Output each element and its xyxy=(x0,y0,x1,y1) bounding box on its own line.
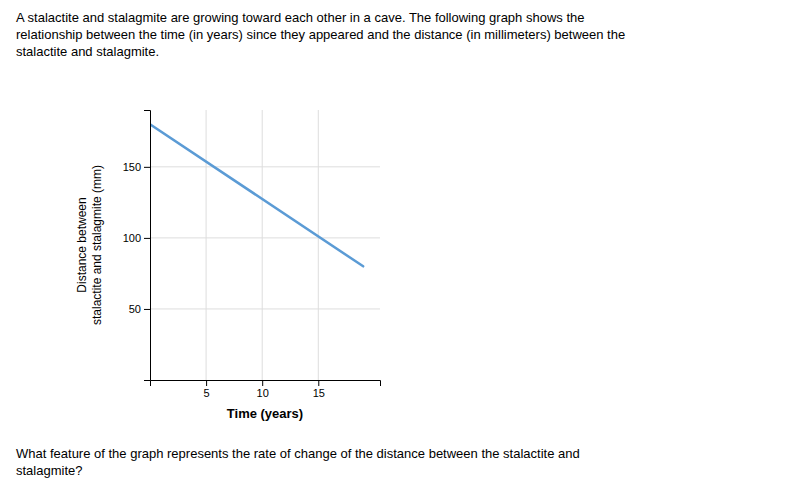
tick-label: 10 xyxy=(257,387,269,399)
tick: 10 xyxy=(257,380,269,399)
tick-mark xyxy=(144,309,150,310)
grid xyxy=(150,110,380,380)
grid-line xyxy=(150,166,380,167)
tick-mark xyxy=(262,380,263,386)
title: A stalactite and stalagmite are growing … xyxy=(16,10,625,59)
tick-label: 5 xyxy=(204,387,210,399)
line xyxy=(150,124,363,266)
grid-line xyxy=(206,110,207,380)
grid-line xyxy=(150,308,380,309)
axis-line xyxy=(151,381,381,387)
chart: A stalactite and stalagmite are growing … xyxy=(0,0,800,497)
tick: 5 xyxy=(204,380,210,399)
tick-mark xyxy=(144,238,150,239)
tick-mark xyxy=(206,380,207,386)
tick-label: 50 xyxy=(129,303,141,315)
tick: 50 xyxy=(129,303,150,315)
grid-line xyxy=(262,110,263,380)
marks xyxy=(150,124,363,266)
grid-line xyxy=(318,110,319,380)
tick-label: 15 xyxy=(313,387,325,399)
x-axis-label: Time (years) xyxy=(227,406,303,421)
tick-label: 150 xyxy=(123,161,141,173)
y-axis: 50 100 150 xyxy=(123,111,151,381)
tick-mark xyxy=(144,167,150,168)
tick-mark xyxy=(318,380,319,386)
grid-line xyxy=(150,237,380,238)
tick: 150 xyxy=(123,161,150,173)
plot: 5 10 15 50 100 150 xyxy=(123,110,381,399)
annotation: What feature of the graph represents the… xyxy=(16,446,580,478)
x-axis: 5 10 15 xyxy=(151,380,381,399)
y-axis-label: Distance betweenstalactite and stalagmit… xyxy=(75,165,104,325)
tick: 100 xyxy=(123,232,150,244)
tick: 15 xyxy=(313,380,325,399)
tick-label: 100 xyxy=(123,232,141,244)
axis-line xyxy=(144,111,151,381)
